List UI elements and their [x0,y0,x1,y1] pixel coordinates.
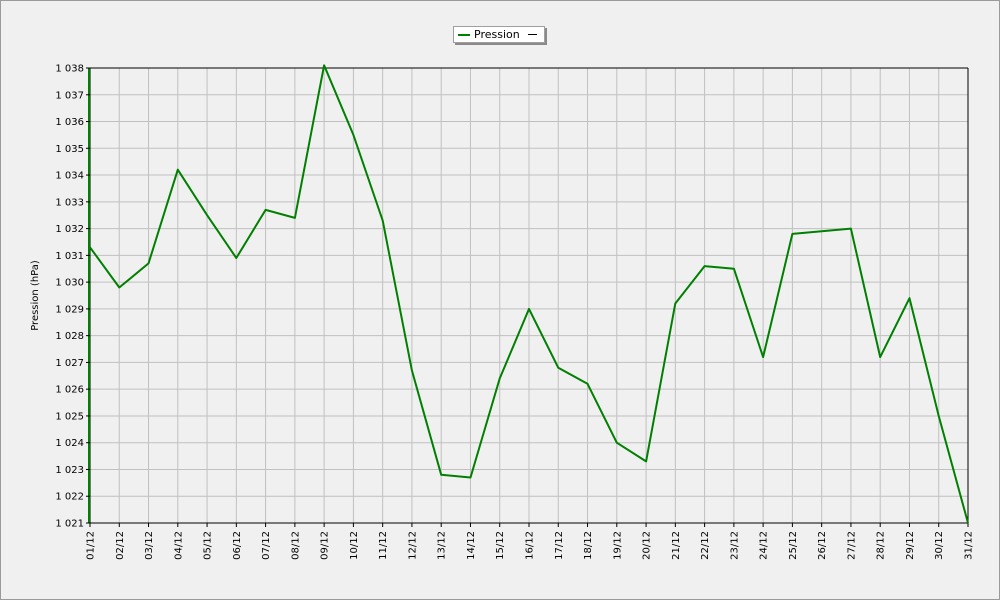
y-tick-label: 1 028 [55,331,84,342]
y-tick-label: 1 027 [55,358,84,369]
y-tick-label: 1 035 [55,144,84,155]
x-tick-label: 05/12 [203,531,214,560]
x-tick-label: 28/12 [876,531,887,560]
y-tick-label: 1 037 [55,90,84,101]
x-tick-label: 29/12 [905,531,916,560]
x-tick-label: 27/12 [846,531,857,560]
series-line-pression [89,64,969,524]
x-tick-label: 20/12 [642,531,653,560]
legend-swatch-pression [458,33,470,36]
x-tick-labels: 01/12 02/12 03/12 04/12 05/12 06/12 07/12 08/12… [86,523,975,560]
x-tick-label: 04/12 [173,531,184,560]
legend-dash-icon [527,34,537,35]
x-tick-label: 03/12 [144,531,155,560]
x-tick-label: 21/12 [671,531,682,560]
x-tick-label: 16/12 [525,531,536,560]
y-tick-label: 1 032 [55,224,84,235]
x-tick-label: 15/12 [495,531,506,560]
y-tick-label: 1 034 [55,171,84,182]
x-tick-label: 12/12 [407,531,418,560]
x-tick-label: 14/12 [466,531,477,560]
y-tick-label: 1 023 [55,465,84,476]
legend: Pression [453,26,545,43]
y-tick-label: 1 021 [55,519,84,530]
x-tick-label: 23/12 [729,531,740,560]
x-tick-label: 18/12 [583,531,594,560]
y-tick-label: 1 025 [55,411,84,422]
x-tick-label: 13/12 [437,531,448,560]
x-tick-label: 11/12 [378,531,389,560]
x-tick-label: 17/12 [554,531,565,560]
x-tick-label: 25/12 [788,531,799,560]
x-tick-label: 02/12 [115,531,126,560]
y-tick-label: 1 031 [55,251,84,262]
x-tick-label: 09/12 [320,531,331,560]
y-tick-label: 1 036 [55,117,84,128]
y-tick-label: 1 022 [55,492,84,503]
y-tick-label: 1 026 [55,385,84,396]
x-tick-label: 01/12 [86,531,97,560]
x-tick-label: 22/12 [700,531,711,560]
y-axis-title: Pression (hPa) [30,260,41,331]
y-tick-labels: 1 021 1 022 1 023 1 024 1 025 1 026 1 027 1 028… [55,64,90,530]
x-tick-label: 30/12 [934,531,945,560]
x-tick-label: 10/12 [349,531,360,560]
legend-label-pression: Pression [474,28,520,41]
x-tick-label: 26/12 [817,531,828,560]
x-tick-label: 24/12 [759,531,770,560]
y-tick-label: 1 024 [55,438,84,449]
y-tick-label: 1 029 [55,304,84,315]
x-tick-label: 31/12 [964,531,975,560]
x-tick-label: 06/12 [232,531,243,560]
x-tick-label: 19/12 [612,531,623,560]
y-tick-label: 1 033 [55,197,84,208]
y-tick-label: 1 030 [55,278,84,289]
x-tick-label: 08/12 [290,531,301,560]
x-tick-label: 07/12 [261,531,272,560]
y-tick-label: 1 038 [55,64,84,75]
